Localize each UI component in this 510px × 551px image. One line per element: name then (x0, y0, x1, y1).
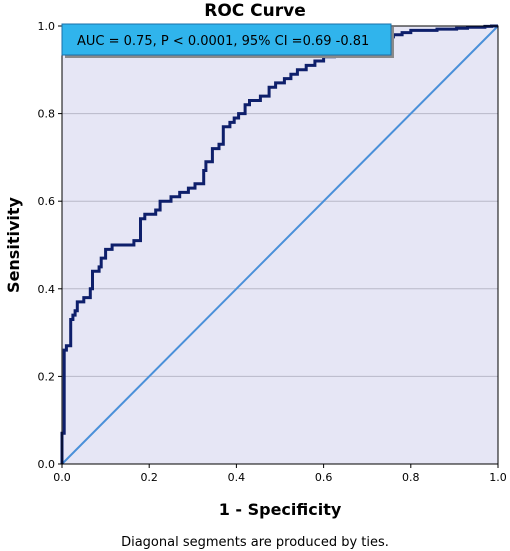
reference-diagonal-line (61, 25, 499, 465)
y-tick-label-1: 0.2 (38, 370, 56, 383)
x-tick-label-0: 0.0 (53, 471, 71, 484)
chart-title: ROC Curve (204, 1, 306, 21)
y-axis-label: Sensitivity (4, 196, 23, 292)
x-tick-label-5: 1.0 (489, 471, 507, 484)
y-tick-label-2: 0.4 (38, 283, 56, 296)
x-tick-label-4: 0.8 (402, 471, 420, 484)
x-tick-label-2: 0.4 (228, 471, 246, 484)
footnote: Diagonal segments are produced by ties. (121, 535, 389, 550)
y-axis-ticks: 0.0 0.2 0.4 0.6 0.8 1.0 (38, 20, 62, 471)
gridlines (62, 113, 498, 377)
x-tick-label-3: 0.6 (315, 471, 333, 484)
y-tick-label-4: 0.8 (38, 108, 56, 121)
y-tick-label-0: 0.0 (38, 458, 56, 471)
x-tick-label-1: 0.2 (140, 471, 158, 484)
y-tick-label-5: 1.0 (38, 20, 56, 33)
y-tick-label-3: 0.6 (38, 195, 56, 208)
x-axis-label: 1 - Specificity (219, 500, 342, 519)
annotation-box (61, 23, 392, 56)
annotation-text: AUC = 0.75, P < 0.0001, 95% CI =0.69 -0.… (77, 34, 369, 49)
x-axis-ticks: 0.0 0.2 0.4 0.6 0.8 1.0 (53, 464, 507, 484)
